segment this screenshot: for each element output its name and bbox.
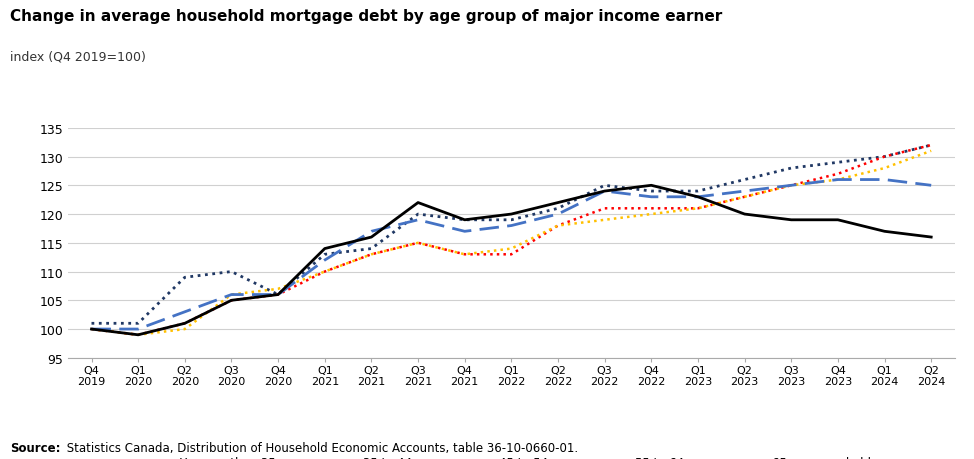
Text: Source:: Source: xyxy=(10,442,60,454)
Text: Change in average household mortgage debt by age group of major income earner: Change in average household mortgage deb… xyxy=(10,9,722,24)
Text: Statistics Canada, Distribution of Household Economic Accounts, table 36-10-0660: Statistics Canada, Distribution of House… xyxy=(63,442,579,454)
Text: index (Q4 2019=100): index (Q4 2019=100) xyxy=(10,50,146,63)
Legend: Younger than 35 years, 35 to 44 years, 45 to 54 years, 55 to 64 years, 65 years : Younger than 35 years, 35 to 44 years, 4… xyxy=(135,451,887,459)
